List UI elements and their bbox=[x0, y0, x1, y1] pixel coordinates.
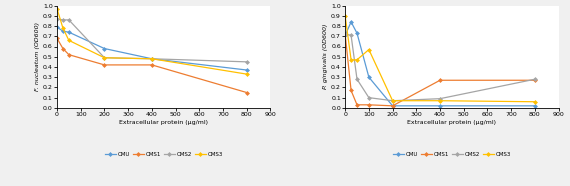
Line: CMU: CMU bbox=[55, 25, 249, 72]
CMS2 bbox=[59, 19, 66, 21]
CMS3 bbox=[66, 39, 72, 41]
Legend: CMU, CMS1, CMS2, CMS3: CMU, CMS1, CMS2, CMS3 bbox=[103, 150, 225, 159]
CMU bbox=[389, 105, 396, 107]
CMS1 bbox=[342, 33, 349, 35]
CMU bbox=[531, 105, 538, 107]
CMS2 bbox=[531, 78, 538, 80]
CMS3 bbox=[243, 73, 250, 75]
CMS1 bbox=[243, 92, 250, 94]
Line: CMS3: CMS3 bbox=[343, 14, 536, 103]
CMS1 bbox=[348, 89, 355, 92]
CMS2 bbox=[54, 18, 60, 20]
CMS1 bbox=[59, 47, 66, 50]
Y-axis label: F. nucleatum (OD600): F. nucleatum (OD600) bbox=[35, 22, 40, 91]
CMS2 bbox=[353, 78, 360, 80]
CMS2 bbox=[365, 97, 372, 99]
CMS3 bbox=[389, 100, 396, 102]
CMS3 bbox=[342, 15, 349, 17]
CMU bbox=[54, 26, 60, 28]
CMU bbox=[66, 31, 72, 33]
CMU bbox=[243, 69, 250, 71]
CMS2 bbox=[348, 34, 355, 36]
Line: CMS1: CMS1 bbox=[55, 37, 249, 94]
CMU bbox=[59, 30, 66, 32]
CMS1 bbox=[389, 105, 396, 107]
Line: CMS1: CMS1 bbox=[343, 33, 536, 108]
CMU bbox=[148, 58, 155, 60]
CMS1 bbox=[437, 79, 443, 81]
Line: CMS3: CMS3 bbox=[55, 7, 249, 76]
CMS1 bbox=[365, 104, 372, 106]
CMS1 bbox=[101, 64, 108, 66]
CMS1 bbox=[148, 64, 155, 66]
Legend: CMU, CMS1, CMS2, CMS3: CMU, CMS1, CMS2, CMS3 bbox=[390, 150, 513, 159]
CMS2 bbox=[148, 58, 155, 60]
CMS1 bbox=[54, 37, 60, 39]
CMU bbox=[342, 34, 349, 36]
Y-axis label: P. gingivalis (OD600): P. gingivalis (OD600) bbox=[323, 24, 328, 89]
CMS2 bbox=[437, 97, 443, 100]
CMS1 bbox=[353, 104, 360, 106]
CMS3 bbox=[365, 49, 372, 51]
CMS2 bbox=[66, 19, 72, 21]
X-axis label: Extracellular protein (μg/ml): Extracellular protein (μg/ml) bbox=[119, 120, 208, 125]
CMS3 bbox=[353, 59, 360, 61]
Line: CMU: CMU bbox=[343, 20, 536, 108]
CMS2 bbox=[389, 100, 396, 102]
X-axis label: Extracellular protein (μg/ml): Extracellular protein (μg/ml) bbox=[408, 120, 496, 125]
CMU bbox=[101, 47, 108, 50]
CMS3 bbox=[101, 57, 108, 59]
CMS2 bbox=[342, 33, 349, 35]
CMU bbox=[365, 76, 372, 78]
CMS1 bbox=[66, 54, 72, 56]
CMU bbox=[353, 32, 360, 34]
CMS1 bbox=[531, 79, 538, 81]
CMU bbox=[348, 21, 355, 23]
CMS2 bbox=[101, 57, 108, 59]
Line: CMS2: CMS2 bbox=[343, 33, 536, 102]
CMS3 bbox=[54, 7, 60, 10]
Line: CMS2: CMS2 bbox=[55, 17, 249, 64]
CMS3 bbox=[531, 101, 538, 103]
CMS3 bbox=[148, 58, 155, 60]
CMS3 bbox=[348, 59, 355, 61]
CMS3 bbox=[437, 100, 443, 102]
CMS3 bbox=[59, 27, 66, 29]
CMU bbox=[437, 105, 443, 107]
CMS2 bbox=[243, 61, 250, 63]
